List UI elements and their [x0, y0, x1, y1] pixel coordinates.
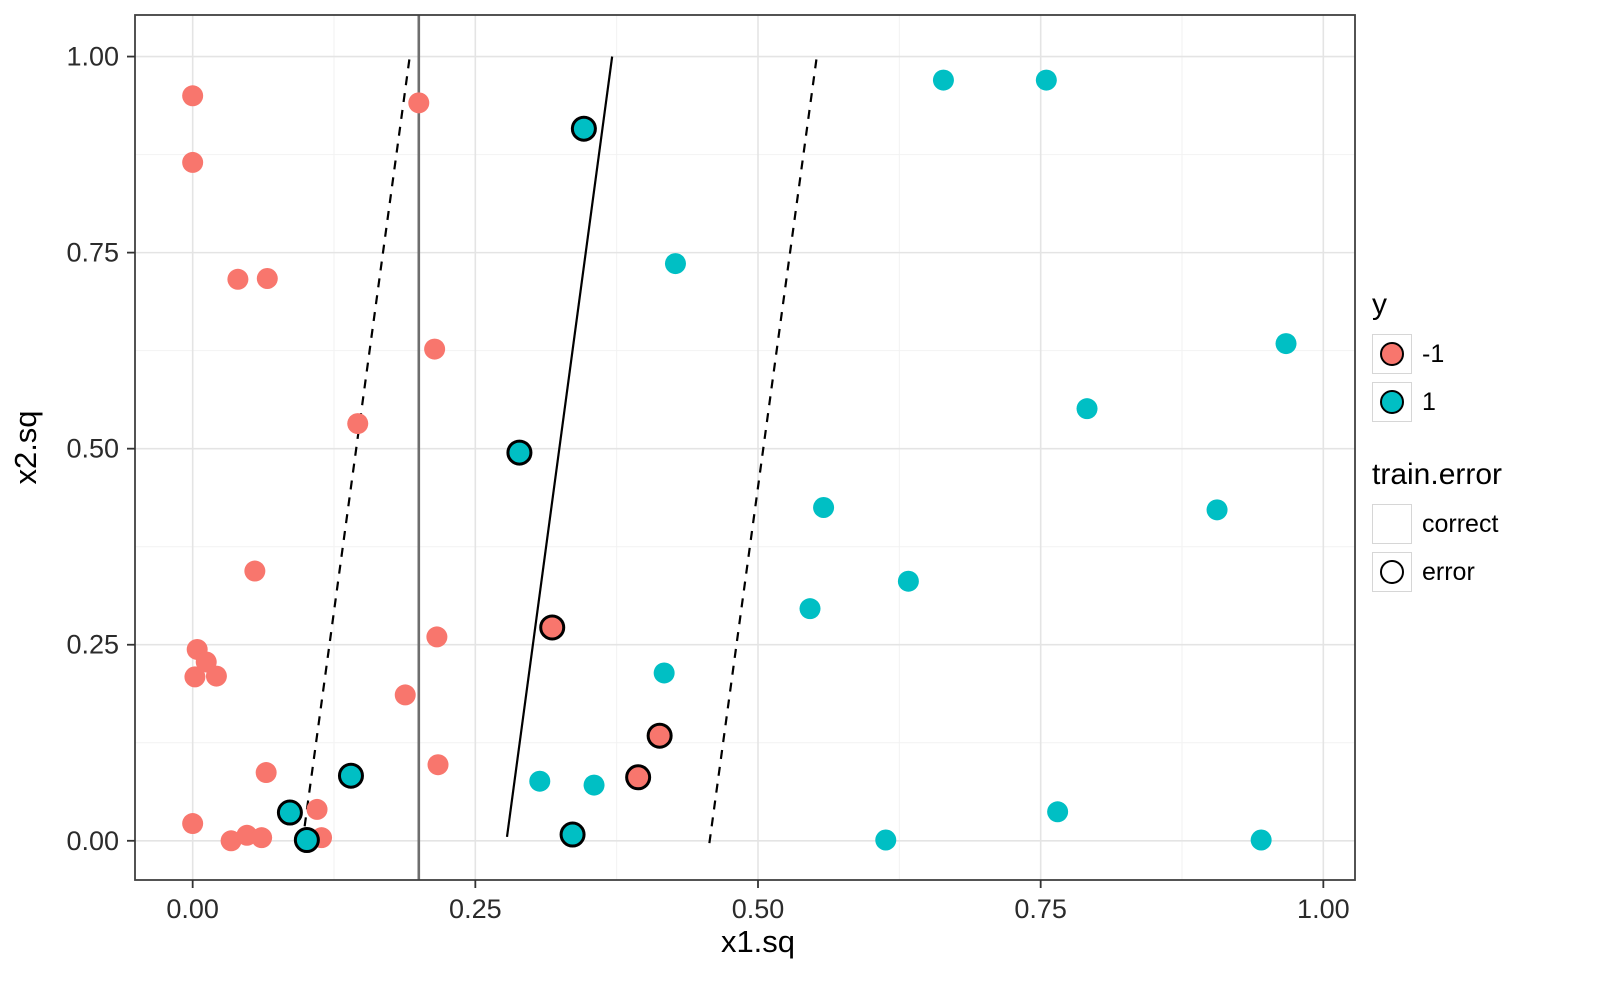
data-point — [394, 684, 416, 706]
legend-label-pos1: 1 — [1422, 387, 1436, 416]
data-point — [1047, 801, 1069, 823]
data-point — [813, 496, 835, 518]
data-point — [1206, 499, 1228, 521]
legend-item-y-pos1: 1 — [1372, 382, 1592, 422]
legend-key-correct — [1372, 504, 1412, 544]
data-point — [653, 662, 675, 684]
x-tick-label: 0.00 — [166, 894, 219, 924]
data-point — [251, 827, 273, 849]
data-point — [227, 268, 249, 290]
x-tick-label: 1.00 — [1297, 894, 1350, 924]
data-point — [347, 413, 369, 435]
plot-panel — [135, 15, 1355, 880]
data-point — [182, 85, 204, 107]
legend-key-neg1 — [1372, 334, 1412, 374]
data-point — [424, 338, 446, 360]
legend-item-y-neg1: -1 — [1372, 334, 1592, 374]
legend-panel: y -1 1 train.error correct — [1372, 288, 1592, 600]
legend-label-correct: correct — [1422, 509, 1499, 538]
data-point — [1076, 398, 1098, 420]
data-point — [182, 813, 204, 835]
data-point — [255, 762, 277, 784]
data-point-error — [625, 764, 652, 791]
y-axis-title: x2.sq — [8, 410, 43, 484]
data-point-error — [570, 115, 597, 142]
y-tick-label: 0.25 — [66, 630, 119, 660]
data-point — [1275, 333, 1297, 355]
legend-item-error: error — [1372, 552, 1592, 592]
legend-item-correct: correct — [1372, 504, 1592, 544]
error-ring-icon — [1380, 560, 1404, 584]
data-point-error — [559, 821, 586, 848]
data-point — [256, 267, 278, 289]
data-point — [426, 626, 448, 648]
legend-group-train-error: train.error correct error — [1372, 458, 1592, 592]
legend-label-error: error — [1422, 557, 1475, 586]
legend-key-pos1 — [1372, 382, 1412, 422]
data-point — [182, 151, 204, 173]
data-point — [427, 754, 449, 776]
data-point-error — [337, 762, 364, 789]
data-point — [529, 770, 551, 792]
data-point — [1250, 829, 1272, 851]
data-point — [932, 69, 954, 91]
data-point — [306, 798, 328, 820]
data-point-error — [506, 439, 533, 466]
data-point — [1035, 69, 1057, 91]
legend-label-neg1: -1 — [1422, 339, 1445, 368]
data-point — [583, 774, 605, 796]
y-tick-label: 0.50 — [66, 434, 119, 464]
x-tick-label: 0.50 — [732, 894, 785, 924]
correct-point-icon — [1380, 512, 1404, 536]
data-point — [799, 598, 821, 620]
data-point — [220, 830, 242, 852]
data-point — [184, 666, 206, 688]
data-point — [244, 560, 266, 582]
data-point-error — [276, 799, 303, 826]
data-point — [875, 829, 897, 851]
right-margin-dashed-line — [708, 56, 818, 844]
data-point-error — [539, 614, 566, 641]
x-axis-title: x1.sq — [721, 924, 795, 959]
y-tick-label: 0.75 — [66, 238, 119, 268]
data-point — [897, 570, 919, 592]
left-margin-dashed-line — [301, 56, 411, 844]
data-point-error — [646, 722, 673, 749]
legend-key-error — [1372, 552, 1412, 592]
neg1-point-icon — [1380, 342, 1404, 366]
legend-group-y: y -1 1 — [1372, 288, 1592, 422]
y-tick-label: 0.00 — [66, 826, 119, 856]
panel-border — [134, 14, 1356, 881]
data-point — [664, 253, 686, 275]
legend-y-title: y — [1372, 288, 1387, 321]
data-point-error — [293, 827, 320, 854]
legend-train-error-title: train.error — [1372, 458, 1503, 491]
data-point — [408, 92, 430, 114]
x-tick-label: 0.25 — [449, 894, 502, 924]
data-point — [205, 665, 227, 687]
y-tick-label: 1.00 — [66, 42, 119, 72]
pos1-point-icon — [1380, 390, 1404, 414]
x-tick-label: 0.75 — [1014, 894, 1067, 924]
decision-boundary-line — [505, 56, 614, 838]
